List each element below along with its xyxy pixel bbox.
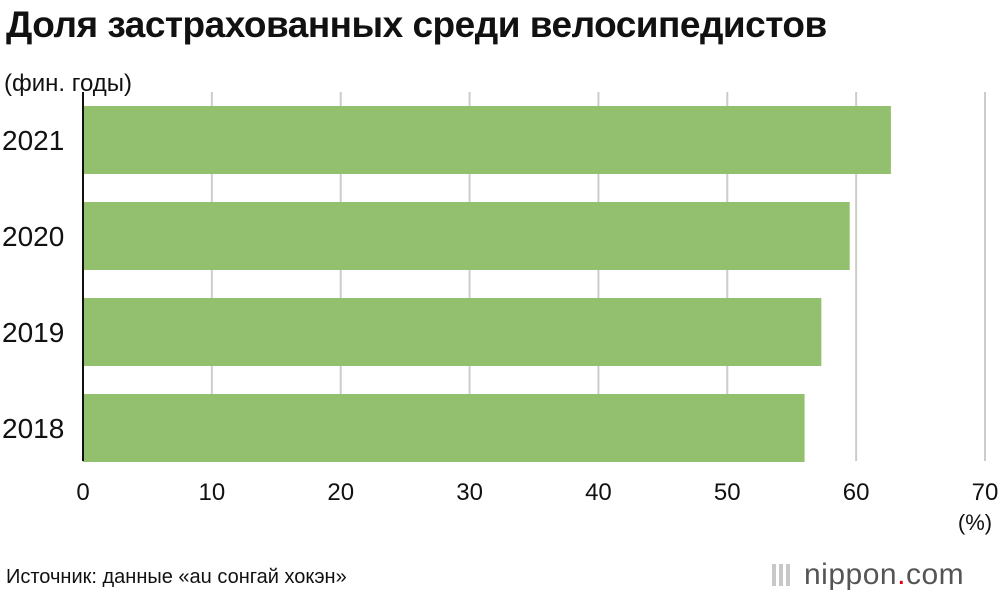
x-tick-label: 70 bbox=[972, 479, 999, 506]
x-tick-label: 30 bbox=[456, 479, 483, 506]
logo-mark-icon bbox=[772, 564, 794, 586]
bar bbox=[83, 394, 805, 462]
bar bbox=[83, 202, 850, 270]
category-label: 2018 bbox=[2, 413, 64, 444]
x-tick-label: 50 bbox=[714, 479, 741, 506]
x-unit-label: (%) bbox=[958, 510, 992, 535]
logo-name: nippon bbox=[804, 558, 898, 591]
source-note: Источник: данные «au сонгай хокэн» bbox=[6, 566, 347, 588]
category-label: 2019 bbox=[2, 317, 64, 348]
x-tick-label: 40 bbox=[585, 479, 612, 506]
x-tick-label: 10 bbox=[199, 479, 226, 506]
x-tick-label: 60 bbox=[843, 479, 870, 506]
chart-subtitle: (фин. годы) bbox=[4, 70, 133, 97]
bar-chart: 2021 2020 2019 2018 0 10 20 30 40 50 60 70 (%) bbox=[2, 92, 999, 535]
x-tick-label: 0 bbox=[76, 479, 89, 506]
bar bbox=[83, 106, 891, 174]
x-tick-label: 20 bbox=[327, 479, 354, 506]
category-label: 2020 bbox=[2, 221, 64, 252]
category-label: 2021 bbox=[2, 125, 64, 156]
nippon-logo: nippon.com bbox=[772, 558, 964, 592]
logo-dot: . bbox=[897, 558, 906, 591]
chart-title: Доля застрахованных среди велосипедистов bbox=[6, 4, 827, 45]
logo-tld: com bbox=[905, 558, 965, 591]
bar bbox=[83, 298, 822, 366]
